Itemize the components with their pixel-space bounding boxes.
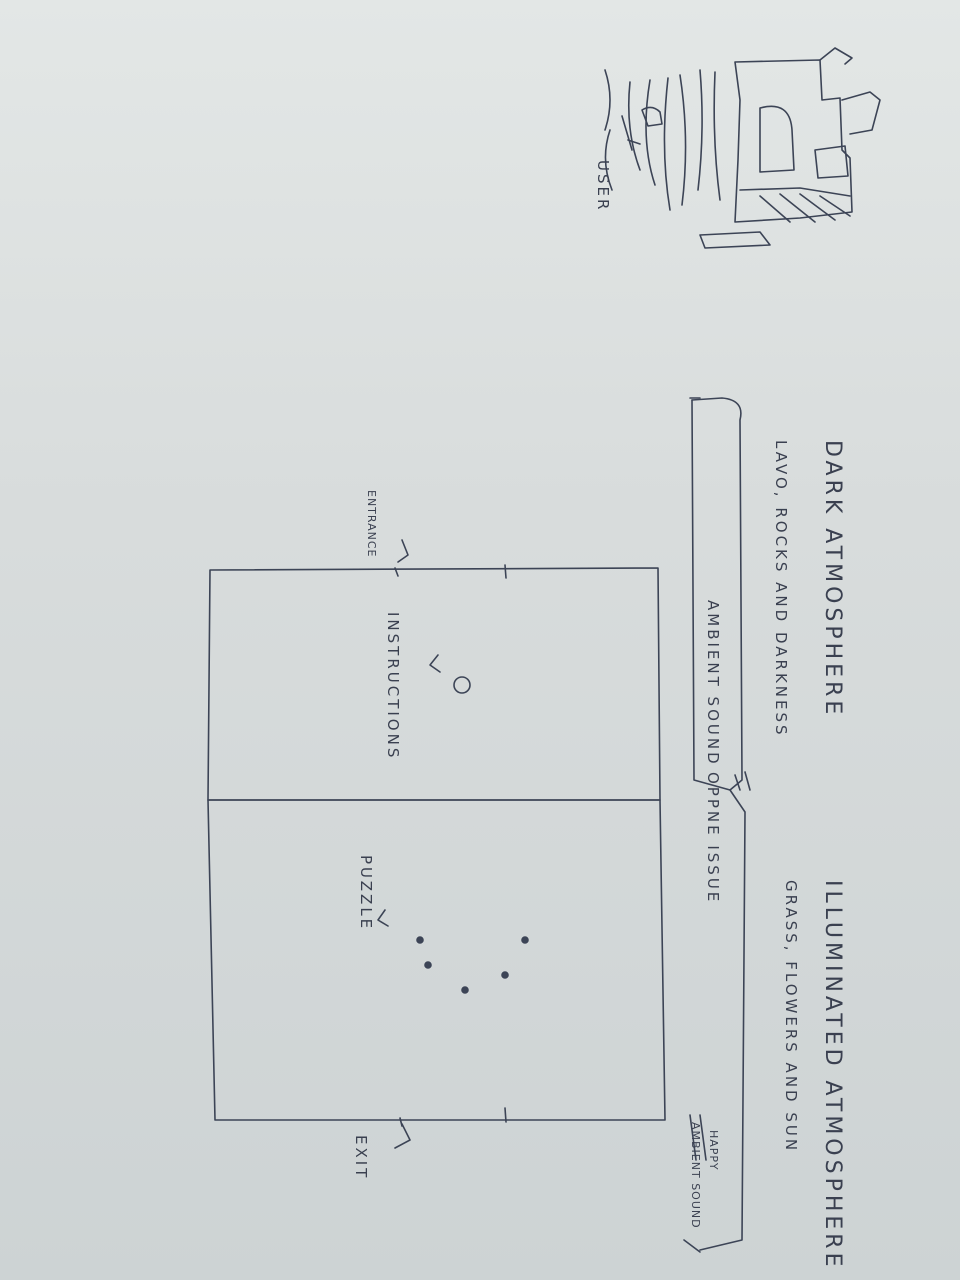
entrance-arrow-icon xyxy=(397,539,409,563)
sound-change-label: OPPNE ISSUE xyxy=(704,772,722,905)
light-zone-description: GRASS, FLOWERS AND SUN xyxy=(782,880,800,1154)
dark-zone-description: LAVO, ROCKS AND DARKNESS xyxy=(772,440,790,738)
dark-zone-title: DARK ATMOSPHERE xyxy=(820,440,845,719)
user-label: USER xyxy=(594,160,612,213)
castle-drawing xyxy=(604,47,881,249)
happy-ambient-sound-label: AMBIENT SOUND xyxy=(689,1122,702,1229)
exit-label: EXIT xyxy=(352,1135,370,1181)
puzzle-dots xyxy=(416,936,529,994)
room-drawing xyxy=(207,564,666,1127)
puzzle-label: PUZZLE xyxy=(357,855,375,932)
happy-label: HAPPY xyxy=(707,1130,720,1171)
instructions-arrow-icon xyxy=(429,654,441,673)
ambient-sound-label: AMBIENT SOUND xyxy=(704,600,722,767)
entrance-label: ENTRANCE xyxy=(365,490,378,558)
light-zone-title: ILLUMINATED ATMOSPHERE xyxy=(820,880,845,1271)
instructions-circle-icon xyxy=(453,676,471,694)
sound-bar xyxy=(683,397,751,1253)
instructions-label: INSTRUCTIONS xyxy=(384,612,402,761)
exit-arrow-icon xyxy=(394,1123,411,1149)
puzzle-arrow-icon xyxy=(377,909,389,927)
